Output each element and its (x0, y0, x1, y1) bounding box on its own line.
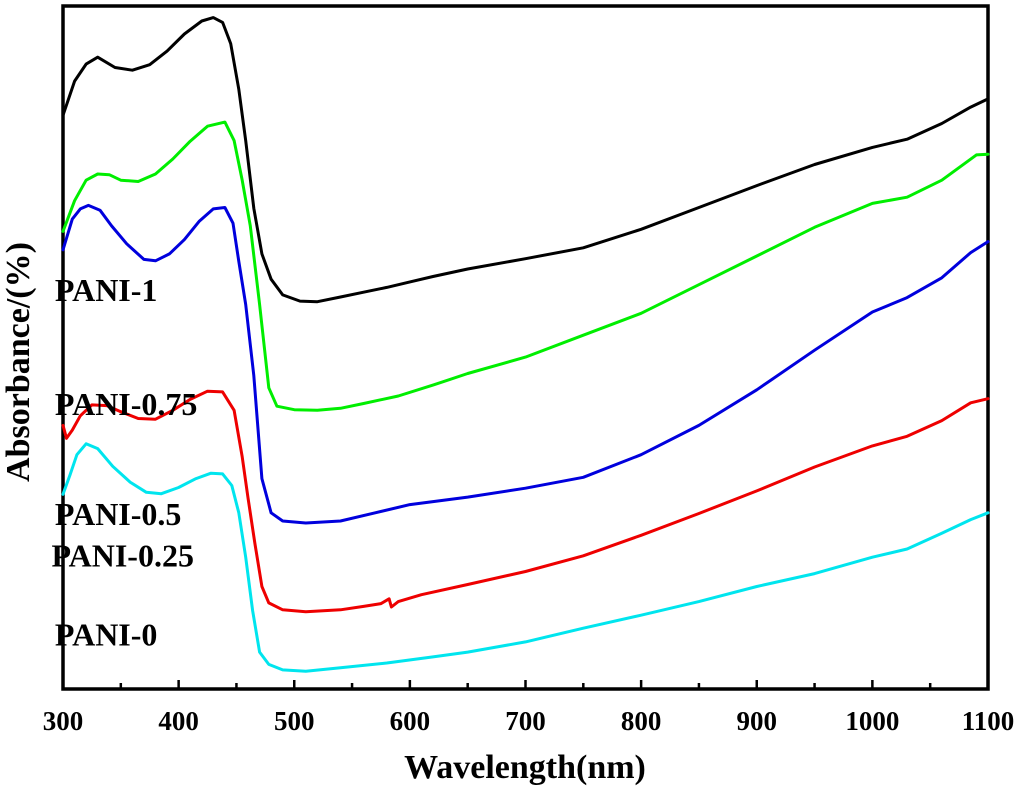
series-line-pani-0 (61, 442, 990, 673)
x-tick-label: 900 (737, 706, 778, 736)
series-label-pani-0-5: PANI-0.5 (55, 496, 182, 532)
series-line-pani-0-5 (61, 203, 990, 525)
x-tick-label: 300 (43, 706, 84, 736)
x-axis-title: Wavelength(nm) (404, 749, 646, 786)
x-tick-label: 600 (390, 706, 431, 736)
x-tick-label: 1000 (845, 706, 899, 736)
x-tick-label: 1100 (962, 706, 1015, 736)
series-labels: PANI-1 PANI-0.75 PANI-0.5 PANI-0.25 PANI-0 (51, 272, 197, 652)
plot-frame (61, 4, 990, 691)
x-axis-ticks (61, 680, 990, 689)
series-line-pani-0-75 (61, 120, 990, 412)
x-tick-label: 700 (505, 706, 546, 736)
series-lines (61, 16, 990, 673)
x-tick-label: 800 (621, 706, 662, 736)
x-axis-tick-labels: 300 400 500 600 700 800 900 1000 1100 (43, 706, 1015, 736)
series-label-pani-1: PANI-1 (55, 272, 158, 308)
series-line-pani-1 (61, 16, 990, 304)
x-tick-label: 400 (158, 706, 199, 736)
y-axis-title: Absorbance/(%) (0, 242, 37, 482)
x-tick-label: 500 (274, 706, 315, 736)
series-line-pani-0-25 (61, 389, 990, 614)
series-label-pani-0-75: PANI-0.75 (55, 386, 198, 422)
series-label-pani-0: PANI-0 (55, 616, 158, 652)
series-label-pani-0-25: PANI-0.25 (51, 538, 194, 574)
